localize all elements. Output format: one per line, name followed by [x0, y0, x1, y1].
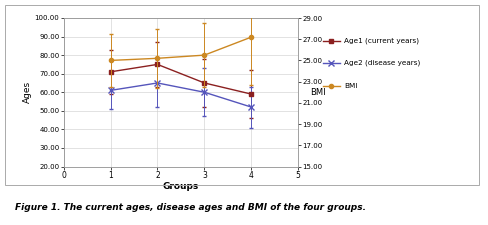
Text: Age1 (current years): Age1 (current years): [343, 37, 418, 44]
Text: BMI: BMI: [343, 83, 356, 88]
Text: Age2 (disease years): Age2 (disease years): [343, 60, 419, 66]
Text: BMI: BMI: [310, 88, 325, 97]
Y-axis label: Ages: Ages: [23, 81, 32, 103]
Text: Figure 1. The current ages, disease ages and BMI of the four groups.: Figure 1. The current ages, disease ages…: [15, 202, 365, 211]
X-axis label: Groups: Groups: [163, 182, 199, 191]
